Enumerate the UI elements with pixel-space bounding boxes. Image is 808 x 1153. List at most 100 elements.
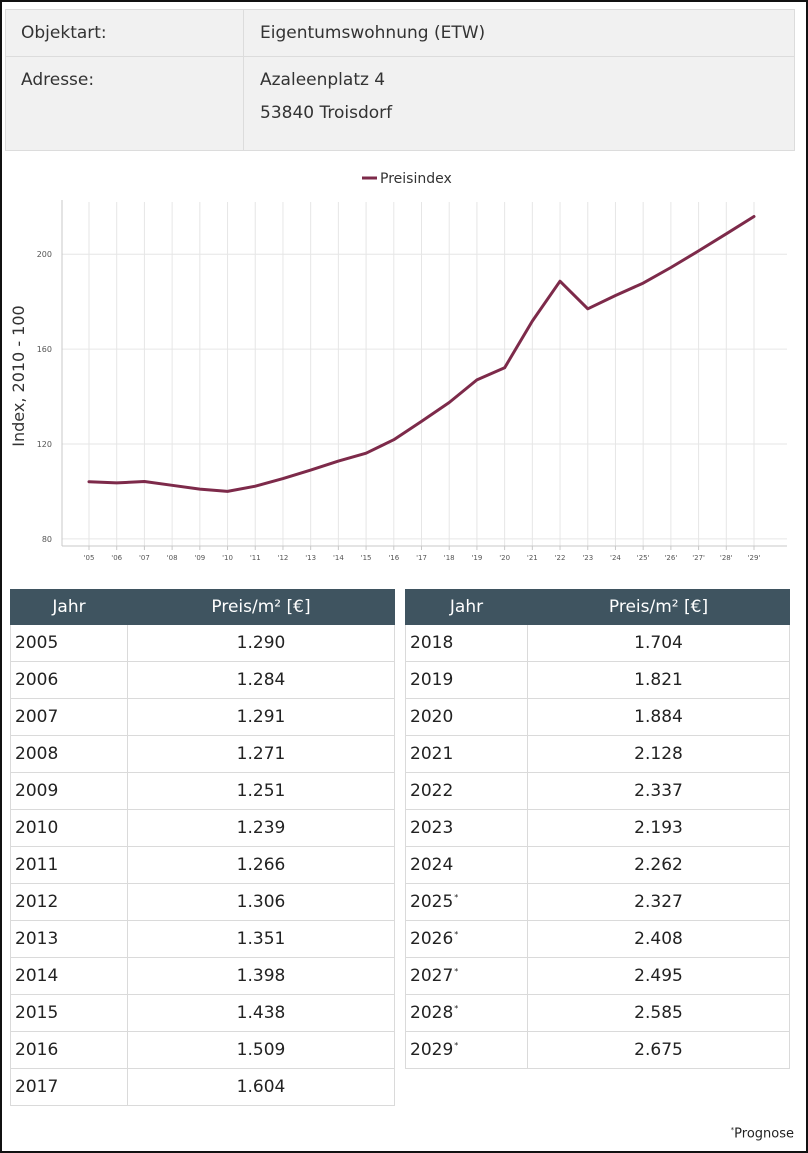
- year-cell: 2019: [405, 661, 528, 699]
- x-tick-label: '09: [194, 554, 205, 562]
- x-tick-label: '11: [250, 554, 261, 562]
- table-row: 2005 1.290: [10, 624, 395, 662]
- price-cell: 1.291: [127, 698, 395, 736]
- year-value: 2024: [410, 855, 454, 875]
- year-value: 2017: [15, 1077, 59, 1097]
- x-tick-label: '07: [139, 554, 150, 562]
- table-row: 2008 1.271: [10, 735, 395, 773]
- table-row: 2021 2.128: [405, 735, 790, 773]
- year-value: 2021: [410, 744, 454, 764]
- x-tick-label: '21: [527, 554, 538, 562]
- x-tick-label: '16: [388, 554, 399, 562]
- year-value: 2028: [410, 1003, 454, 1023]
- year-value: 2027: [410, 966, 454, 986]
- price-cell: 2.327: [527, 883, 790, 921]
- table-row: 2007 1.291: [10, 698, 395, 736]
- info-row-adresse: Adresse: Azaleenplatz 4 53840 Troisdorf: [5, 56, 795, 151]
- y-tick-label: 80: [42, 535, 52, 544]
- year-cell: 2010: [10, 809, 128, 847]
- y-tick-label: 200: [37, 250, 52, 259]
- table-row: 2027* 2.495: [405, 957, 790, 995]
- info-row-objektart: Objektart: Eigentumswohnung (ETW): [5, 9, 795, 57]
- price-cell: 1.239: [127, 809, 395, 847]
- property-info-table: Objektart: Eigentumswohnung (ETW) Adress…: [5, 9, 795, 151]
- year-value: 2008: [15, 744, 59, 764]
- x-tick-label: '14: [333, 554, 344, 562]
- year-value: 2009: [15, 781, 59, 801]
- year-value: 2019: [410, 670, 454, 690]
- table-row: 2012 1.306: [10, 883, 395, 921]
- table-row: 2013 1.351: [10, 920, 395, 958]
- year-value: 2025: [410, 892, 454, 912]
- adresse-city: 53840 Troisdorf: [260, 103, 393, 123]
- y-tick-label: 120: [37, 440, 52, 449]
- table-row: 2019 1.821: [405, 661, 790, 699]
- x-tick-label: '25': [637, 554, 650, 562]
- price-cell: 1.604: [127, 1068, 395, 1106]
- adresse-street: Azaleenplatz 4: [260, 70, 386, 90]
- year-cell: 2022: [405, 772, 528, 810]
- x-tick-label: '06: [111, 554, 122, 562]
- year-cell: 2007: [10, 698, 128, 736]
- year-cell: 2025*: [405, 883, 528, 921]
- price-cell: 1.509: [127, 1031, 395, 1069]
- year-cell: 2020: [405, 698, 528, 736]
- price-cell: 1.398: [127, 957, 395, 995]
- year-value: 2023: [410, 818, 454, 838]
- price-cell: 2.128: [527, 735, 790, 773]
- year-cell: 2028*: [405, 994, 528, 1032]
- adresse-value: Azaleenplatz 4 53840 Troisdorf: [243, 56, 795, 151]
- year-cell: 2013: [10, 920, 128, 958]
- table-row: 2006 1.284: [10, 661, 395, 699]
- price-header: Preis/m² [€]: [527, 589, 790, 625]
- table-row: 2023 2.193: [405, 809, 790, 847]
- year-cell: 2026*: [405, 920, 528, 958]
- x-tick-label: '08: [167, 554, 178, 562]
- price-cell: 1.884: [527, 698, 790, 736]
- x-tick-label: '24: [610, 554, 621, 562]
- x-tick-label: '17: [416, 554, 427, 562]
- x-tick-label: '20: [499, 554, 510, 562]
- year-cell: 2023: [405, 809, 528, 847]
- x-tick-label: '05: [84, 554, 95, 562]
- year-value: 2029: [410, 1040, 454, 1060]
- x-tick-label: '19: [471, 554, 482, 562]
- year-cell: 2017: [10, 1068, 128, 1106]
- legend-label: Preisindex: [380, 171, 452, 187]
- price-cell: 1.351: [127, 920, 395, 958]
- year-value: 2013: [15, 929, 59, 949]
- price-cell: 1.306: [127, 883, 395, 921]
- table-row: 2028* 2.585: [405, 994, 790, 1032]
- year-value: 2026: [410, 929, 454, 949]
- price-cell: 1.290: [127, 624, 395, 662]
- y-axis-title: Index, 2010 - 100: [9, 305, 28, 446]
- year-cell: 2016: [10, 1031, 128, 1069]
- price-cell: 1.821: [527, 661, 790, 699]
- year-value: 2014: [15, 966, 59, 986]
- x-tick-label: '27': [692, 554, 705, 562]
- price-table-right: Jahr Preis/m² [€] 2018 1.704 2019 1.821 2020…: [405, 589, 790, 1069]
- year-value: 2005: [15, 633, 59, 653]
- price-cell: 2.262: [527, 846, 790, 884]
- x-tick-label: '13: [305, 554, 316, 562]
- x-tick-label: '10: [222, 554, 233, 562]
- year-value: 2018: [410, 633, 454, 653]
- year-value: 2016: [15, 1040, 59, 1060]
- price-cell: 2.675: [527, 1031, 790, 1069]
- table-row: 2026* 2.408: [405, 920, 790, 958]
- year-value: 2020: [410, 707, 454, 727]
- year-cell: 2009: [10, 772, 128, 810]
- table-row: 2014 1.398: [10, 957, 395, 995]
- price-cell: 2.408: [527, 920, 790, 958]
- x-tick-label: '23: [582, 554, 593, 562]
- year-cell: 2014: [10, 957, 128, 995]
- year-value: 2006: [15, 670, 59, 690]
- price-cell: 1.266: [127, 846, 395, 884]
- x-tick-label: '28': [720, 554, 733, 562]
- year-value: 2022: [410, 781, 454, 801]
- year-cell: 2021: [405, 735, 528, 773]
- table-row: 2017 1.604: [10, 1068, 395, 1106]
- year-header: Jahr: [405, 589, 528, 625]
- objektart-value: Eigentumswohnung (ETW): [243, 9, 795, 57]
